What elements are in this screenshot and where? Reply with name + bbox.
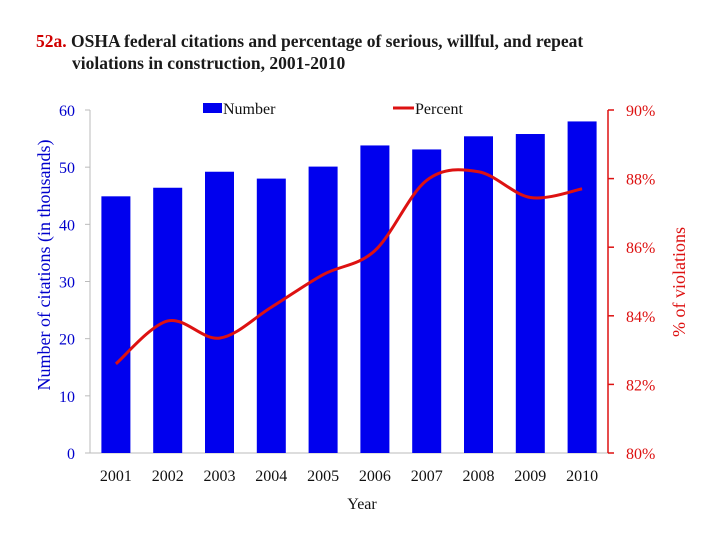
right-tick-label: 90% [626,103,655,120]
left-tick-label: 20 [59,332,75,349]
x-tick-label: 2005 [307,468,339,485]
legend-label-number: Number [223,101,276,118]
x-axis-title: Year [347,496,377,513]
left-tick-label: 50 [59,160,75,177]
bar-2008 [464,136,493,453]
bar-2009 [515,134,545,453]
bar-2003 [205,171,234,454]
x-tick-label: 2004 [255,468,287,485]
right-axis-title: % of violations [669,227,689,337]
x-tick-label: 2010 [566,468,598,485]
left-axis-title: Number of citations (in thousands) [34,140,55,391]
left-tick-label: 10 [59,389,75,406]
chart-title: 52a. OSHA federal citations and percenta… [36,30,696,74]
bar-2007 [412,149,442,453]
left-tick-label: 30 [59,275,75,292]
x-tick-label: 2009 [514,468,546,485]
x-tick-label: 2003 [204,468,236,485]
bar-2010 [567,121,597,453]
percent-line [114,168,583,365]
title-line-2: violations in construction, 2001-2010 [72,53,346,73]
bar-2001 [101,196,131,454]
bar-2005 [308,166,338,453]
title-line-1: OSHA federal citations and percentage of… [71,31,584,51]
right-tick-label: 84% [626,309,655,326]
right-tick-label: 82% [626,377,655,394]
left-tick-label: 60 [59,103,75,120]
right-tick-label: 86% [626,240,655,257]
figure-number: 52a. [36,31,67,51]
x-tick-label: 2008 [463,468,495,485]
x-tick-label: 2002 [152,468,184,485]
right-tick-label: 80% [626,446,655,463]
legend-swatch-number [203,103,222,113]
left-tick-label: 0 [67,446,75,463]
right-tick-label: 88% [626,172,655,189]
bar-2006 [360,145,390,453]
x-tick-label: 2007 [411,468,443,485]
legend-label-percent: Percent [415,101,464,118]
bar-2004 [256,178,286,453]
left-tick-label: 40 [59,217,75,234]
x-tick-label: 2006 [359,468,391,485]
x-tick-label: 2001 [100,468,132,485]
